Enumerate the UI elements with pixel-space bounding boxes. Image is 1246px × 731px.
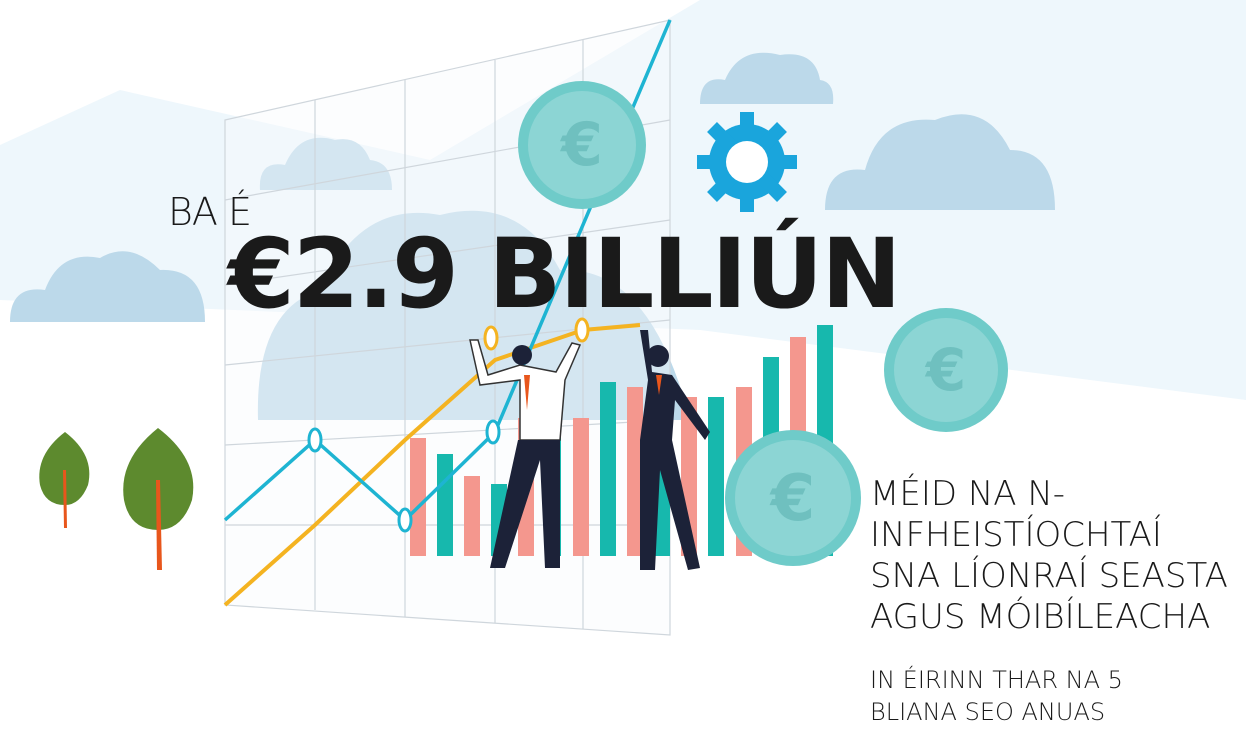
- trees: [39, 428, 194, 570]
- subtext: IN ÉIRINN THAR NA 5 BLIANA SEO ANUAS: [870, 666, 1123, 726]
- svg-text:€: €: [924, 336, 966, 404]
- headline-amount: €2.9 BILLIÚN: [228, 218, 902, 330]
- clouds: [10, 52, 1055, 420]
- people: [469, 330, 710, 570]
- coins: € € €: [518, 81, 1008, 566]
- line-nodes: [307, 317, 590, 533]
- svg-text:€: €: [559, 110, 603, 180]
- headline-lead: BA É: [168, 190, 252, 234]
- gear: [697, 112, 797, 212]
- yellow-line: [223, 323, 641, 607]
- description: MÉID NA N-INFHEISTÍOCHTAÍ SNA LÍONRAÍ SE…: [870, 474, 1228, 637]
- svg-text:€: €: [769, 462, 816, 536]
